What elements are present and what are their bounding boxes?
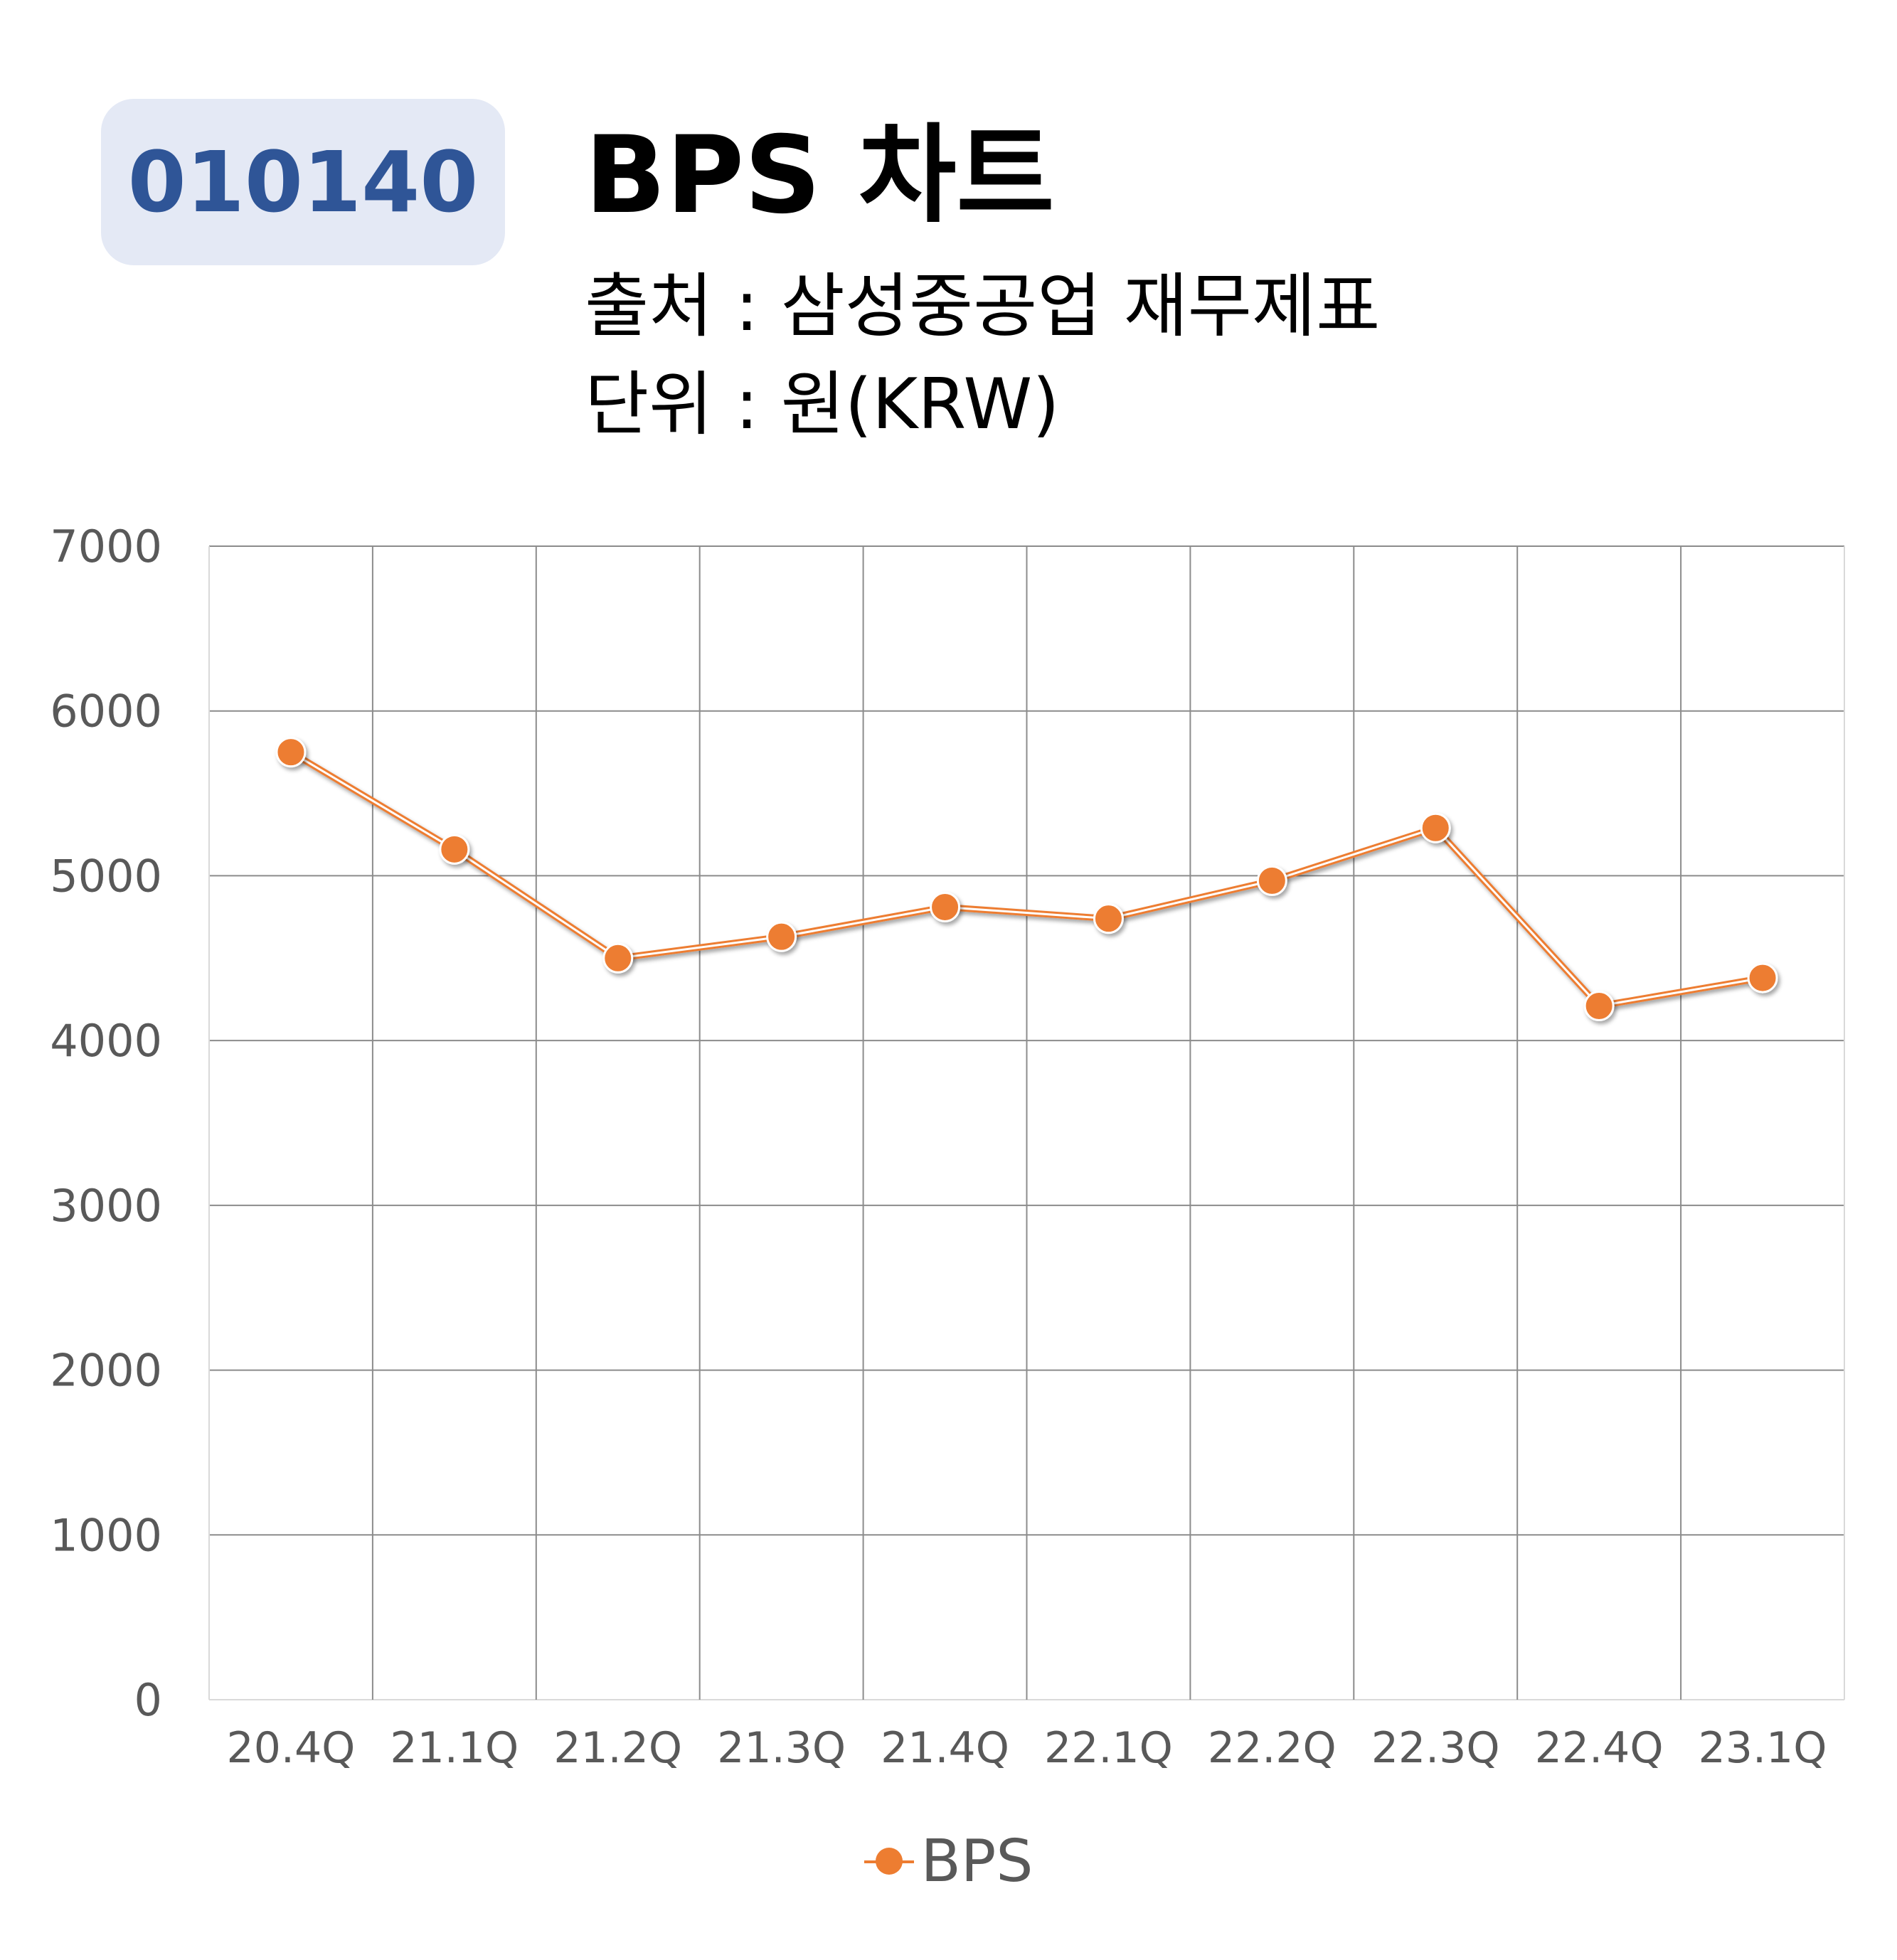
data-point (1420, 812, 1451, 843)
legend-marker-icon (864, 1847, 914, 1876)
y-tick-label: 1000 (50, 1509, 162, 1561)
x-tick-label: 22.4Q (1535, 1723, 1664, 1773)
stock-code: 010140 (127, 133, 479, 231)
x-tick-label: 23.1Q (1699, 1723, 1827, 1773)
stock-code-badge: 010140 (101, 99, 505, 265)
y-tick-label: 5000 (50, 850, 162, 902)
data-point (439, 833, 470, 865)
data-point (1093, 903, 1124, 934)
data-point (1583, 990, 1615, 1021)
y-axis-ticks: 0 1000 2000 3000 4000 5000 6000 7000 (50, 521, 162, 1726)
y-tick-label: 2000 (50, 1345, 162, 1397)
data-point (930, 891, 961, 922)
y-tick-label: 3000 (50, 1180, 162, 1232)
source-label: 출처 : 삼성중공업 재무제표 (585, 266, 1381, 347)
unit-label: 단위 : 원(KRW) (585, 364, 1060, 445)
x-tick-label: 21.3Q (717, 1723, 846, 1773)
series-group (275, 737, 1778, 1021)
data-point (1747, 962, 1778, 994)
series-line-highlight (290, 751, 1763, 1007)
bps-line-chart: 0 1000 2000 3000 4000 5000 6000 7000 20.4Q 21.1Q… (50, 521, 1845, 1773)
x-tick-label: 22.2Q (1208, 1723, 1337, 1773)
legend-label: BPS (920, 1828, 1033, 1895)
x-tick-label: 21.1Q (390, 1723, 519, 1773)
data-point (275, 737, 307, 768)
x-tick-label: 21.2Q (553, 1723, 682, 1773)
x-tick-label: 21.4Q (881, 1723, 1009, 1773)
y-tick-label: 6000 (50, 686, 162, 737)
data-point (766, 921, 797, 952)
x-tick-label: 22.3Q (1371, 1723, 1500, 1773)
y-tick-label: 4000 (50, 1015, 162, 1067)
y-tick-label: 0 (134, 1674, 162, 1726)
chart-title: BPS 차트 (585, 114, 1055, 238)
data-point (1256, 865, 1287, 896)
chart-grid (208, 545, 1845, 1700)
x-axis-ticks: 20.4Q 21.1Q 21.2Q 21.3Q 21.4Q 22.1Q 22.2Q 22.3Q… (227, 1723, 1827, 1773)
legend: BPS (0, 1828, 1897, 1895)
y-tick-label: 7000 (50, 521, 162, 572)
x-tick-label: 22.1Q (1044, 1723, 1173, 1773)
data-point (602, 942, 634, 974)
x-tick-label: 20.4Q (227, 1723, 356, 1773)
